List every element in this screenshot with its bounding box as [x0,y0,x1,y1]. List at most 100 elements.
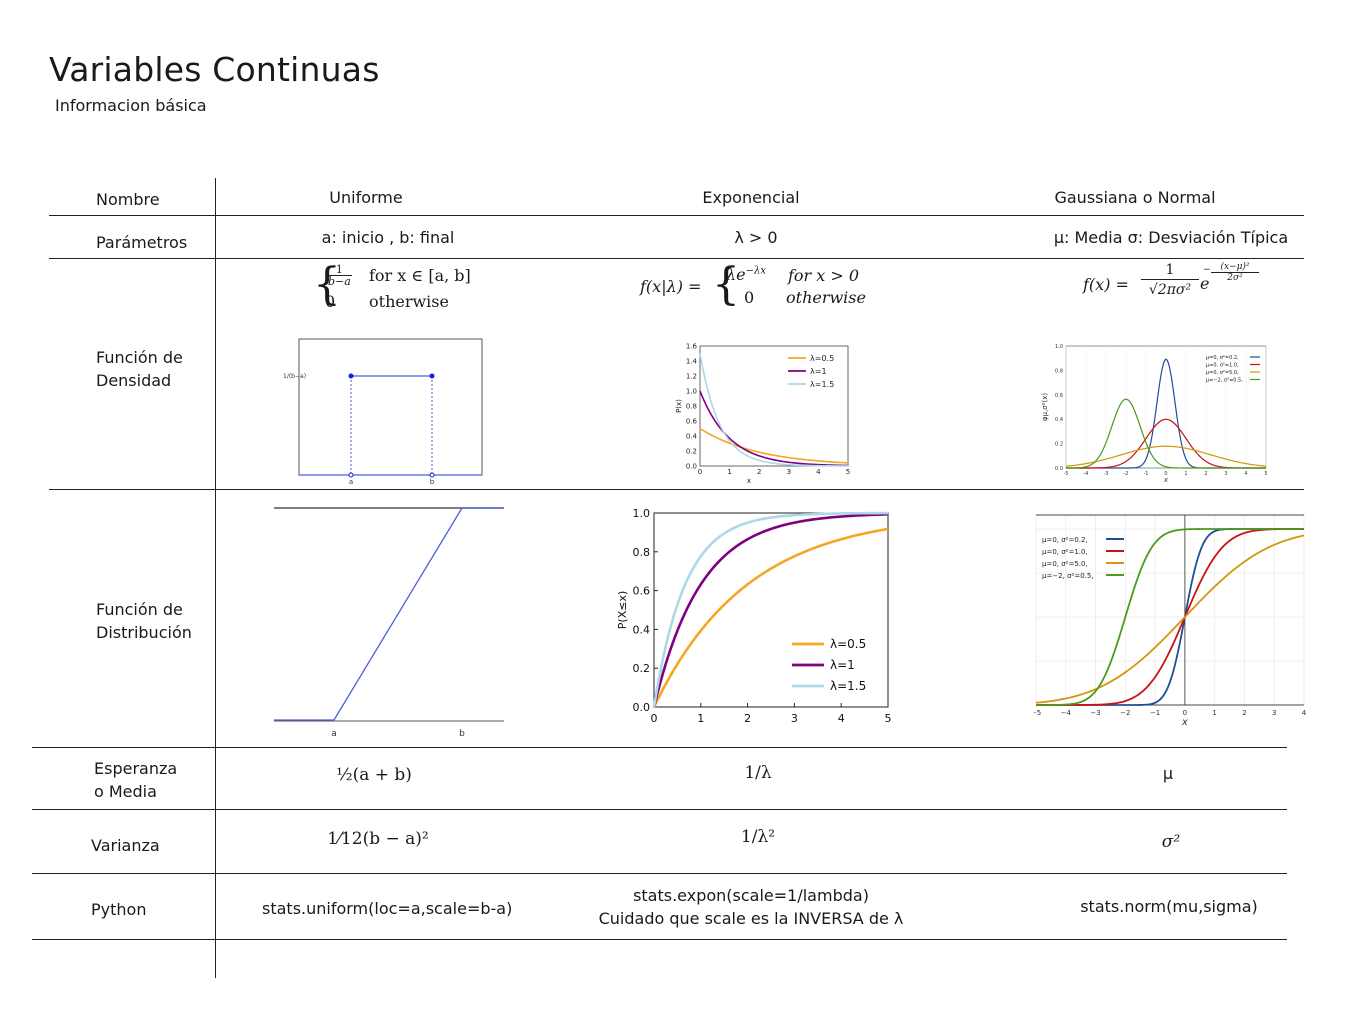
series-line [1065,445,1267,467]
normal-pdf-chart: -5 -4 -3 -2 -1 0 1 2 3 4 5 0.0 0.2 0.4 0.6 0.8 1.0 x φμ,σ²… [1041,344,1268,484]
x-tick-label: 4 [1302,709,1306,717]
x-axis-label: x [1181,717,1188,728]
legend-label: μ=0, σ²=0.2, [1042,536,1088,544]
python-normal: stats.norm(mu,sigma) [1080,897,1258,916]
plot-frame [653,512,889,708]
x-tick-label: 2 [744,712,751,725]
x-tick-label: 2 [1204,471,1207,477]
row-divider-params [49,258,1304,259]
y-tick-label: 0.4 [633,623,651,636]
x-tick-label: −2 [1120,709,1130,717]
row-label-params: Parámetros [96,233,188,252]
legend-label: λ=1.5 [830,679,866,693]
x-tick-label: 5 [846,468,850,476]
legend-label: μ=0, σ²=0.2, [1206,355,1239,361]
page-title: Variables Continuas [49,50,380,89]
page-subtitle: Informacion básica [55,96,207,115]
x-tick-label: −3 [1090,709,1100,717]
y-tick-label: 0.6 [633,585,651,598]
x-tick-label: 1 [697,712,704,725]
x-tick-label: 1 [1212,709,1216,717]
row-divider-mean [32,809,1287,810]
series-line [1035,534,1305,704]
legend-label: μ=0, σ²=1.0, [1206,363,1239,369]
exponential-pdf-formula: f(x|λ) = { λe−λx for x > 0 0 otherwise [640,259,866,310]
y-tick-label: 1.0 [633,507,651,520]
row-label-mean: Esperanza o Media [94,759,178,801]
x-tick-label: 4 [816,468,821,476]
y-axis-label: P(x) [675,399,683,413]
x-tick-label: 5 [885,712,892,725]
legend-label: λ=0.5 [830,637,866,651]
x-tick-label: 3 [1224,471,1227,477]
plot-frame [298,338,483,476]
data-point [348,373,354,379]
legend-label: μ=0, σ²=5.0, [1206,370,1239,376]
x-tick-label: -1 [1144,471,1149,477]
x-tick-label: 5 [1264,471,1267,477]
x-tick-label: 2 [757,468,761,476]
x-tick-label: 2 [1242,709,1246,717]
series-line [652,511,889,708]
tick-label: b [430,478,435,486]
cdf-ramp [333,507,463,721]
legend-label: λ=1.5 [810,380,834,389]
variance-exponential: 1/λ² [740,827,776,847]
y-tick-label: 0.8 [633,546,651,559]
column-header-name: Nombre [96,190,160,209]
series-line [652,513,889,708]
plot-frame [699,345,849,467]
y-tick-label: 0.0 [1055,466,1063,472]
column-header-uniform: Uniforme [329,188,403,207]
y-tick-label: 0.4 [686,433,698,441]
y-axis-label: φμ,σ²(x) [1041,393,1049,421]
y-tick-label: 0.2 [686,448,697,456]
y-tick-label: 1.0 [686,388,697,396]
params-exponential: λ > 0 [734,228,778,247]
x-tick-label: 3 [791,712,798,725]
x-tick-label: -4 [1084,471,1089,477]
column-header-normal: Gaussiana o Normal [1054,188,1216,207]
brace-icon: { [712,259,740,310]
params-uniform: a: inicio , b: final [321,228,455,247]
brace-icon: { [313,259,341,310]
x-tick-label: -5 [1064,471,1069,477]
y-tick-label: 1.6 [686,343,698,351]
y-tick-label: 0.6 [686,418,698,426]
variance-uniform: 1⁄12(b − a)² [327,829,429,849]
tick-label: 1/(b−a) [283,373,306,380]
x-axis-label: x [747,477,751,485]
row-divider-variance [32,873,1287,874]
legend-label: λ=0.5 [810,354,834,363]
x-tick-label: 1 [727,468,731,476]
y-tick-label: 0.6 [1055,393,1063,399]
normal-cdf-chart: −5 −4 −3 −2 −1 0 1 2 3 4 x μ=0, σ²=0.2, μ=0, σ²=1.0,… [1034,514,1306,728]
y-tick-label: 1.0 [1055,344,1063,350]
mean-exponential: 1/λ [744,763,772,783]
tick-label: a [349,478,353,486]
y-tick-label: 1.2 [686,373,697,381]
exponential-pdf-chart: 0.0 0.2 0.4 0.6 0.8 1.0 1.2 1.4 1.6 0 1 2 3 4 5 x P(x) λ=… [675,343,850,486]
mean-uniform: ½(a + b) [336,765,412,785]
x-tick-label: 4 [838,712,845,725]
data-point-open [429,472,435,478]
x-tick-label: 3 [787,468,791,476]
series-line [699,427,849,464]
row-divider-header [49,215,1304,216]
x-tick-label: 0 [651,712,658,725]
legend-label: μ=0, σ²=1.0, [1042,548,1088,556]
data-point [429,373,435,379]
y-axis-label: P(X≤x) [616,591,629,629]
normal-pdf-formula: f(x) = 1 √2πσ² e − (x−μ)² 2σ² [1083,262,1293,312]
series-line [652,527,889,708]
y-tick-label: 0.0 [686,463,697,471]
params-normal: μ: Media σ: Desviación Típica [1053,228,1289,247]
uniform-pdf-formula: { 1 b−a for x ∈ [a, b] 0 otherwise [313,259,471,312]
data-point-open [348,472,354,478]
tick-label: b [459,729,465,739]
legend-label: μ=0, σ²=5.0, [1042,560,1088,568]
y-tick-label: 0.8 [1055,368,1063,374]
y-tick-label: 1.4 [686,358,698,366]
x-tick-label: 1 [1184,471,1187,477]
row-divider-python [32,939,1287,940]
